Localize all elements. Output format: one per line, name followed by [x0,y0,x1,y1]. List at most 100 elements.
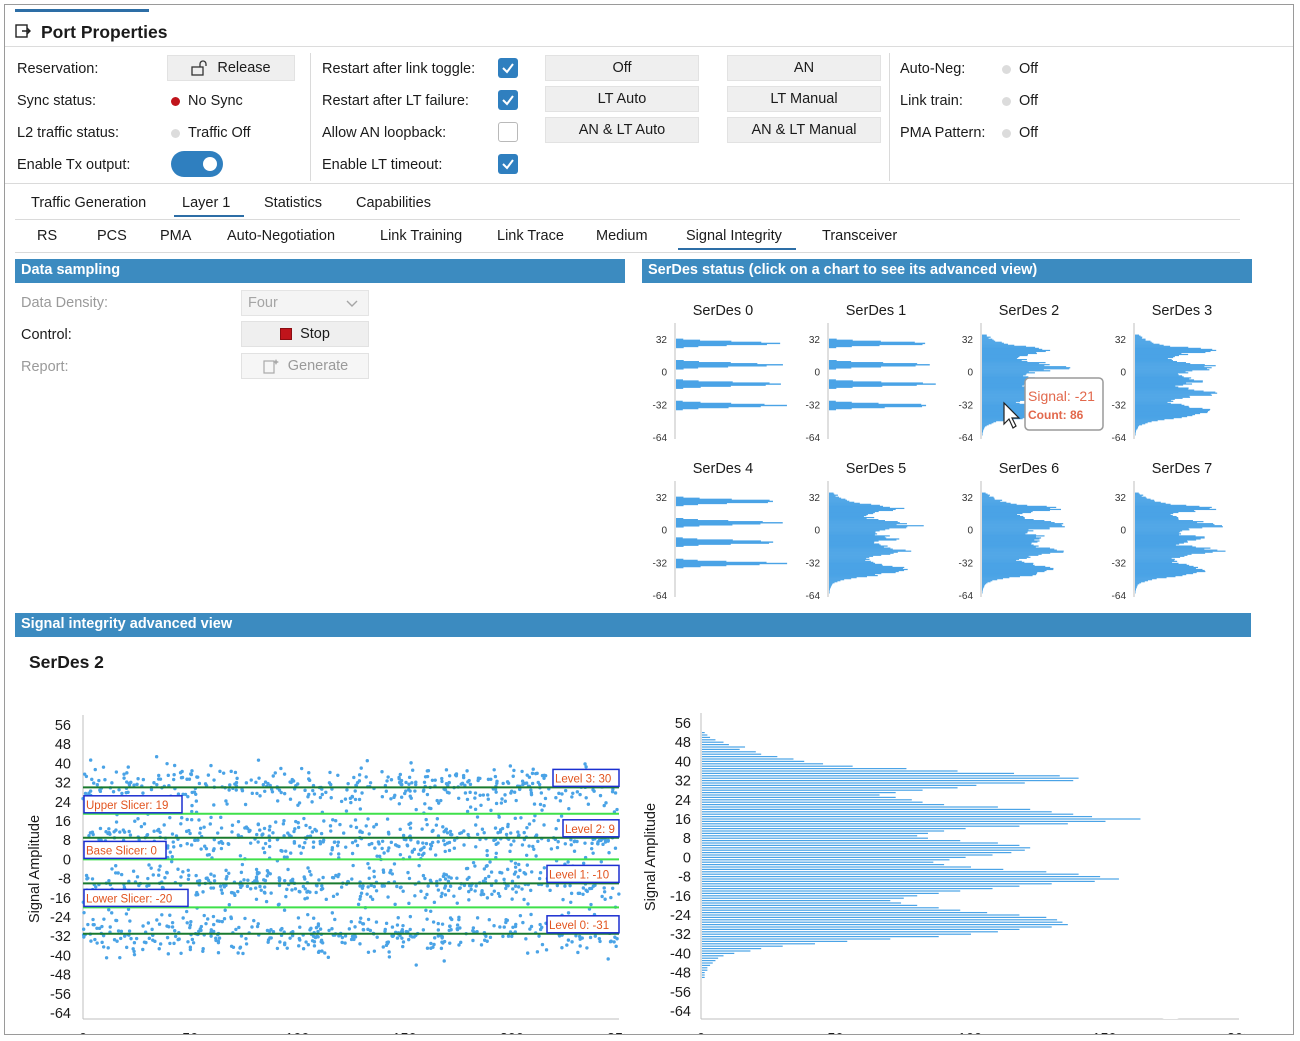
release-button[interactable]: Release [167,55,295,81]
scatter-point [442,872,446,876]
scatter-point [242,878,246,882]
subtab-transceiver[interactable]: Transceiver [822,228,898,244]
scatter-point [524,781,529,785]
serdes-bar [1135,382,1187,384]
serdes-bar [1135,572,1194,575]
mode-an-button[interactable]: AN [727,55,881,81]
histogram-bar [702,972,705,974]
scatter-point [532,802,537,806]
tab-capabilities[interactable]: Capabilities [356,195,431,211]
scatter-point [306,866,310,870]
scatter-point [513,865,518,869]
serdes-bar [982,400,1021,402]
serdes-bar [982,334,987,336]
cloud-download-icon[interactable] [1000,995,1032,1021]
histogram-bar [702,895,918,897]
subtab-auto-negotiation[interactable]: Auto-Negotiation [227,228,336,244]
scatter-point [535,950,540,954]
scatter-point [108,925,112,929]
scatter-point [209,763,213,768]
scatter-point [157,773,161,778]
pop-out-icon[interactable] [1159,995,1189,1021]
serdes-bar [982,413,1052,416]
generate-button[interactable]: Generate [241,353,369,379]
pma-pattern-value: Off [1002,125,1038,141]
scatter-point [86,922,90,927]
serdes-bar [1135,426,1139,428]
serdes-bar [982,342,1004,344]
scatter-point [368,895,373,899]
serdes-bar [982,503,1017,505]
more-options-icon[interactable] [1239,1005,1269,1013]
scatter-point [170,920,175,925]
serdes-bar [829,528,890,530]
subtab-medium[interactable]: Medium [596,228,648,244]
tab-statistics[interactable]: Statistics [264,195,323,211]
scatter-point [511,925,515,930]
serdes-bar [982,532,1028,534]
enable-lt-timeout-checkbox[interactable] [498,154,518,174]
scatter-point [432,900,437,905]
scatter-point [446,783,450,788]
serdes-bar [1135,587,1137,589]
serdes-bar [1135,563,1187,566]
serdes-bar [1135,496,1146,498]
scatter-point [498,925,502,929]
scatter-point [218,769,222,774]
scatter-point [446,879,451,884]
signal-scatter-chart[interactable]: Signal Amplitude56484032241680-8-16-24-3… [15,705,625,1035]
data-density-select[interactable]: Four [241,290,369,316]
scatter-point [475,832,480,837]
scatter-point [358,897,362,901]
subtab-signal-integrity[interactable]: Signal Integrity [678,228,796,250]
allow-an-loopback-checkbox[interactable] [498,122,518,142]
serdes-bar [1135,561,1173,563]
stop-button[interactable]: Stop [241,321,369,347]
mode-off-button[interactable]: Off [545,55,699,81]
scatter-point [221,771,226,775]
tx-output-toggle[interactable] [171,151,223,177]
mode-lt-auto-button[interactable]: LT Auto [545,86,699,112]
serdes-bar [676,565,701,568]
subtab-link-training[interactable]: Link Training [380,228,463,244]
restart-link-toggle-checkbox[interactable] [498,58,518,78]
scatter-point [209,815,213,820]
subtab-pma[interactable]: PMA [160,228,192,244]
signal-histogram-chart[interactable]: Signal Amplitude56484032241680-8-16-24-3… [635,705,1245,1035]
split-view-icon[interactable] [1081,995,1109,1019]
scatter-point [599,860,604,864]
mode-an-lt-manual-button[interactable]: AN & LT Manual [727,117,881,143]
tab-traffic-generation[interactable]: Traffic Generation [31,195,147,211]
serdes-bar [982,397,1029,399]
scatter-point [401,889,405,893]
mode-lt-manual-button[interactable]: LT Manual [727,86,881,112]
tab-layer-1[interactable]: Layer 1 [173,195,245,217]
serdes-bar [676,363,758,365]
scatter-y-tick: -56 [50,987,71,1003]
scatter-point [329,796,333,800]
serdes-bar [829,580,841,582]
scatter-point [592,789,596,793]
serdes-bar [982,378,1045,380]
serdes-bar [676,520,729,522]
scatter-point [459,831,464,835]
subtab-rs[interactable]: RS [37,228,58,244]
scatter-point [124,912,129,916]
scatter-point [554,795,558,800]
serdes-bar [982,544,1034,546]
subtab-link-trace[interactable]: Link Trace [497,228,564,244]
serdes-bar [676,541,774,543]
restart-lt-failure-checkbox[interactable] [498,90,518,110]
mode-an-lt-auto-button[interactable]: AN & LT Auto [545,117,699,143]
serdes-bar [676,519,698,521]
subtab-pcs[interactable]: PCS [97,228,127,244]
